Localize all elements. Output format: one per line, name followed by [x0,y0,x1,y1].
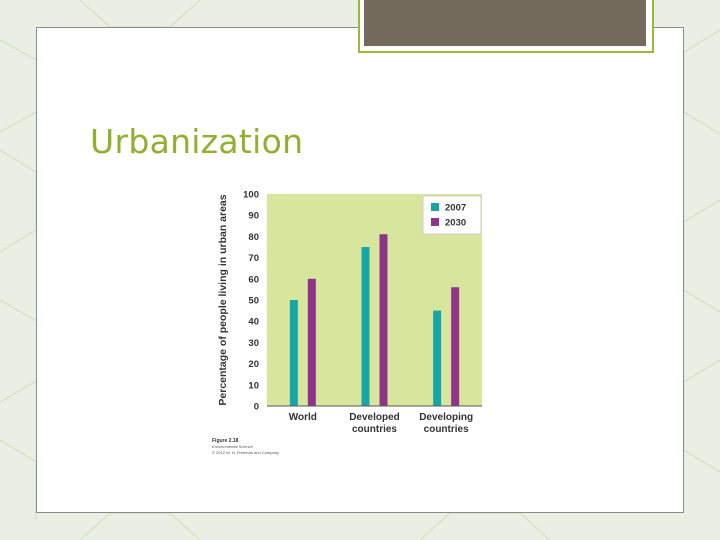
bar-2007 [433,310,442,406]
y-tick-label: 30 [248,338,259,349]
y-tick-label: 20 [248,359,259,370]
y-tick-label: 60 [248,274,259,285]
caption-copyright: © 2012 W. H. Freeman and Company [212,450,279,455]
header-tab [364,0,646,46]
legend-swatch-2030 [431,218,439,226]
bar-2030 [451,287,460,406]
caption-figure: Figure 2.18 [212,438,239,444]
figure-caption: Figure 2.18 Environmental Science © 2012… [212,438,279,456]
x-tick-label: Developed countries [349,412,400,435]
y-tick-label: 80 [248,232,259,243]
legend-box [422,195,482,235]
y-tick-label: 100 [243,190,259,201]
legend-label-2007: 2007 [445,203,466,214]
slide-title: Urbanization [90,122,304,161]
y-axis-label: Percentage of people living in urban are… [217,194,229,405]
y-tick-label: 70 [248,253,259,264]
bar-chart: Percentage of people living in urban are… [217,190,482,435]
y-tick-label: 10 [248,380,259,391]
legend-label-2030: 2030 [445,218,466,229]
x-tick-label: World [289,412,317,423]
legend: 2007 2030 [422,195,482,235]
x-axis: World Developed countries Developing countri… [267,405,482,435]
bars [289,234,460,406]
legend-swatch-2007 [431,203,439,211]
y-tick-label: 40 [248,317,259,328]
bar-2007 [361,247,370,406]
bar-2007 [289,300,298,406]
y-axis: 0 10 20 30 40 50 60 70 80 90 100 [243,190,259,413]
y-tick-label: 0 [254,402,259,413]
bar-2030 [379,234,388,406]
y-tick-label: 50 [248,296,259,307]
caption-source: Environmental Science [212,444,253,449]
x-tick-label: Developing countries [419,412,473,435]
bar-2030 [307,278,316,406]
y-tick-label: 90 [248,211,259,222]
